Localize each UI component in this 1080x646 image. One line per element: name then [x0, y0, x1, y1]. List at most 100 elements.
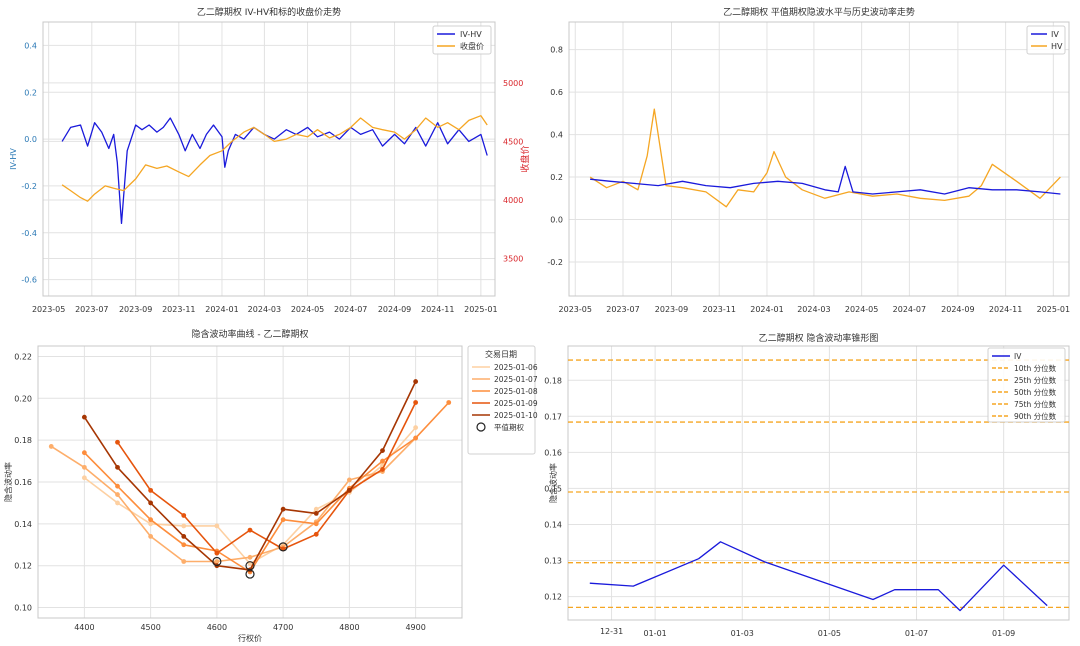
- p3-series-line-4: [116, 402, 417, 554]
- p4-x-tick-label: 01-07: [905, 629, 928, 638]
- p2-x-tick-label: 2024-09: [941, 305, 974, 314]
- p3-series-point-4: [313, 531, 319, 537]
- p1-y2-tick-label: 5000: [503, 79, 523, 88]
- p4-ylabel: 隐含波动率: [548, 463, 558, 503]
- p1-x-tick-label: 2024-09: [378, 305, 411, 314]
- p1-frame: [42, 21, 496, 297]
- p2-y-tick-label: -0.2: [547, 258, 563, 267]
- p2-x-tick-label: 2024-07: [893, 305, 926, 314]
- p3-series-point-3: [446, 400, 452, 405]
- p3-y-tick-label: 0.14: [14, 520, 32, 529]
- p3-series-point-5: [81, 414, 87, 420]
- p4-y-tick-label: 0.16: [544, 448, 562, 457]
- p1-legend: [432, 25, 492, 55]
- p3-atm-marker: [245, 569, 255, 579]
- p3-series-point-4: [413, 400, 419, 405]
- p3-legend-title: 交易日期: [485, 349, 517, 359]
- p3-x-tick-label: 4400: [74, 623, 94, 632]
- p3-y-tick-label: 0.12: [14, 562, 32, 571]
- p2-y-tick-label: 0.4: [550, 131, 563, 140]
- p2-x-tick-label: 2025-01: [1037, 305, 1070, 314]
- p4-x-tick-label: 01-05: [818, 629, 841, 638]
- p1-x-tick-label: 2023-05: [32, 305, 65, 314]
- p3-series-point-2: [346, 477, 352, 483]
- p1-title: 乙二醇期权 IV-HV和标的收盘价走势: [197, 6, 341, 18]
- p3-atm-marker: [278, 542, 288, 552]
- p1-y2label: 收盘价: [519, 145, 531, 172]
- p1-ylabel: IV-HV: [9, 148, 18, 170]
- p3-series-point-2: [214, 559, 220, 564]
- p3-legend-atm-label: 平值期权: [494, 422, 524, 432]
- p3-series-point-5: [313, 510, 319, 516]
- p3-x-tick-label: 4600: [207, 623, 227, 632]
- p3-series-point-4: [181, 513, 187, 518]
- p2-x-tick-label: 2023-09: [655, 305, 688, 314]
- p3-legend-label-1: 2025-01-06: [494, 363, 538, 372]
- p2-title: 乙二醇期权 平值期权隐波水平与历史波动率走势: [723, 6, 915, 18]
- p3-series-line-1: [83, 427, 417, 565]
- p3-series-point-2: [148, 534, 154, 539]
- p3-series-point-5: [280, 506, 286, 512]
- p3-series-point-2: [247, 554, 253, 560]
- p3-legend-label-2: 2025-01-07: [494, 375, 538, 384]
- p4-legend-label-6: 90th 分位数: [1014, 411, 1057, 421]
- p2-y-tick-label: 0.6: [550, 88, 563, 97]
- p3-series-point-3: [413, 435, 419, 441]
- p3-series-point-4: [115, 439, 120, 445]
- p4-legend-label-4: 50th 分位数: [1014, 387, 1057, 397]
- p2-legend: [1026, 25, 1066, 55]
- p4-y-tick-label: 0.18: [544, 376, 562, 385]
- p4-y-tick-label: 0.13: [544, 557, 562, 566]
- p1-y2-tick-label: 4500: [503, 137, 523, 146]
- p3-series-point-4: [380, 467, 385, 472]
- p3-title: 隐含波动率曲线 - 乙二醇期权: [192, 328, 309, 340]
- p1-y-tick-label: -0.4: [21, 229, 37, 238]
- p2-x-tick-label: 2023-05: [559, 305, 592, 314]
- p1-series-line-2: [61, 115, 488, 202]
- p1-x-tick-label: 2023-11: [162, 305, 195, 314]
- p3-atm-marker: [212, 556, 222, 567]
- p4-legend-label-5: 75th 分位数: [1014, 399, 1057, 409]
- p3-x-tick-label: 4700: [273, 623, 293, 632]
- p4-y-tick-label: 0.15: [544, 484, 562, 493]
- p3-x-tick-label: 4800: [339, 623, 359, 632]
- p4-series-line-1: [589, 541, 1048, 612]
- p4-x-tick-label: 01-09: [992, 629, 1015, 638]
- p3-series-point-2: [181, 559, 187, 564]
- p3-series-point-5: [346, 487, 352, 493]
- p3-series-point-4: [148, 487, 154, 493]
- p2-x-tick-label: 2024-01: [750, 305, 783, 314]
- p1-y-tick-label: 0.0: [24, 135, 37, 144]
- p4-legend: [987, 347, 1066, 423]
- p3-series-point-1: [313, 506, 319, 512]
- p2-x-tick-label: 2024-05: [845, 305, 878, 314]
- p3-series-point-4: [214, 550, 220, 556]
- p1-x-tick-label: 2023-07: [75, 305, 108, 314]
- p4-title: 乙二醇期权 隐含波动率锥形图: [759, 332, 879, 344]
- p3-y-tick-label: 0.22: [14, 352, 32, 361]
- p2-x-tick-label: 2023-07: [606, 305, 639, 314]
- p3-ylabel: 隐含波动率: [3, 462, 13, 502]
- p1-legend-label-2: 收盘价: [460, 41, 484, 51]
- p1-x-tick-label: 2023-09: [119, 305, 152, 314]
- p1-x-tick-label: 2024-11: [421, 305, 454, 314]
- p3-series-point-3: [313, 521, 319, 527]
- p3-legend-label-3: 2025-01-08: [494, 387, 538, 396]
- p1-legend-label-1: IV-HV: [460, 30, 482, 39]
- p3-series-point-5: [115, 464, 120, 470]
- p2-series-line-1: [590, 165, 1061, 195]
- p3-series-point-2: [81, 464, 87, 470]
- p3-series-point-5: [181, 534, 187, 539]
- p3-y-tick-label: 0.18: [14, 436, 32, 445]
- p4-frame: [567, 345, 1070, 621]
- p4-legend-label-1: IV: [1014, 352, 1022, 361]
- p1-x-tick-label: 2025-01: [464, 305, 497, 314]
- p2-frame: [568, 21, 1070, 297]
- p2-x-tick-label: 2024-11: [989, 305, 1022, 314]
- p2-x-tick-label: 2023-11: [703, 305, 736, 314]
- p3-x-tick-label: 4500: [140, 623, 160, 632]
- p3-series-point-1: [115, 500, 120, 506]
- p3-series-point-3: [181, 542, 187, 548]
- p3-series-point-1: [148, 521, 154, 527]
